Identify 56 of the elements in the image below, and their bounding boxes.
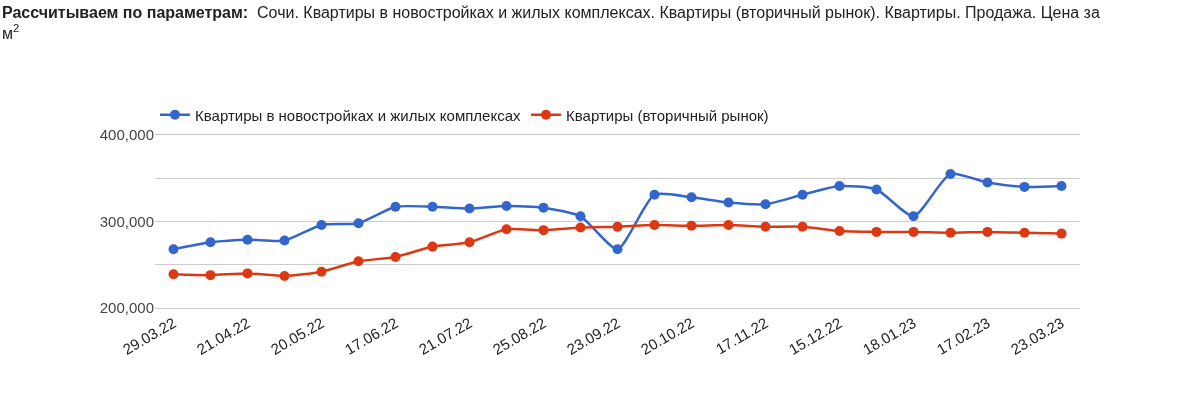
point: [353, 256, 364, 267]
point: [390, 201, 401, 212]
point: [279, 235, 290, 246]
point: [1019, 181, 1030, 192]
y-tick-label: 200,000: [99, 299, 154, 317]
point: [168, 244, 179, 255]
point: [686, 220, 697, 231]
chart-title: Рассчитываем по параметрам:: [2, 4, 249, 21]
point: [538, 225, 549, 236]
point: [871, 226, 882, 237]
point: [316, 266, 327, 277]
point: [797, 189, 808, 200]
point: [427, 241, 438, 252]
point: [723, 197, 734, 208]
point: [1019, 227, 1030, 238]
y-tick-label: 300,000: [99, 212, 154, 230]
point: [1056, 228, 1067, 239]
point: [908, 211, 919, 222]
point: [797, 221, 808, 232]
point: [834, 181, 845, 192]
point: [686, 192, 697, 203]
point: [242, 234, 253, 245]
point: [353, 218, 364, 229]
point: [612, 244, 623, 255]
point: [427, 201, 438, 212]
point: [575, 211, 586, 222]
legend-label: Квартиры в новостройках и жилых комплексах: [195, 106, 522, 124]
point: [168, 269, 179, 280]
point: [205, 270, 216, 281]
point: [316, 219, 327, 230]
point: [760, 221, 771, 232]
point: [1056, 181, 1067, 192]
point: [538, 202, 549, 213]
point: [982, 177, 993, 188]
point: [649, 189, 660, 200]
point: [464, 237, 475, 248]
point: [871, 184, 882, 195]
point: [612, 221, 623, 232]
y-tick-label: 400,000: [99, 126, 154, 144]
legend-label: Квартиры (вторичный рынок): [566, 106, 769, 124]
point: [464, 203, 475, 214]
point: [908, 226, 919, 237]
point: [279, 271, 290, 281]
point: [575, 222, 586, 233]
point: [390, 251, 401, 262]
point: [982, 226, 993, 237]
point: [760, 199, 771, 210]
point: [945, 227, 956, 238]
point: [205, 237, 216, 248]
point: [501, 200, 512, 211]
point: [649, 219, 660, 230]
point: [945, 168, 956, 179]
point: [242, 268, 253, 279]
point: [723, 219, 734, 230]
point: [834, 226, 845, 237]
point: [501, 224, 512, 235]
